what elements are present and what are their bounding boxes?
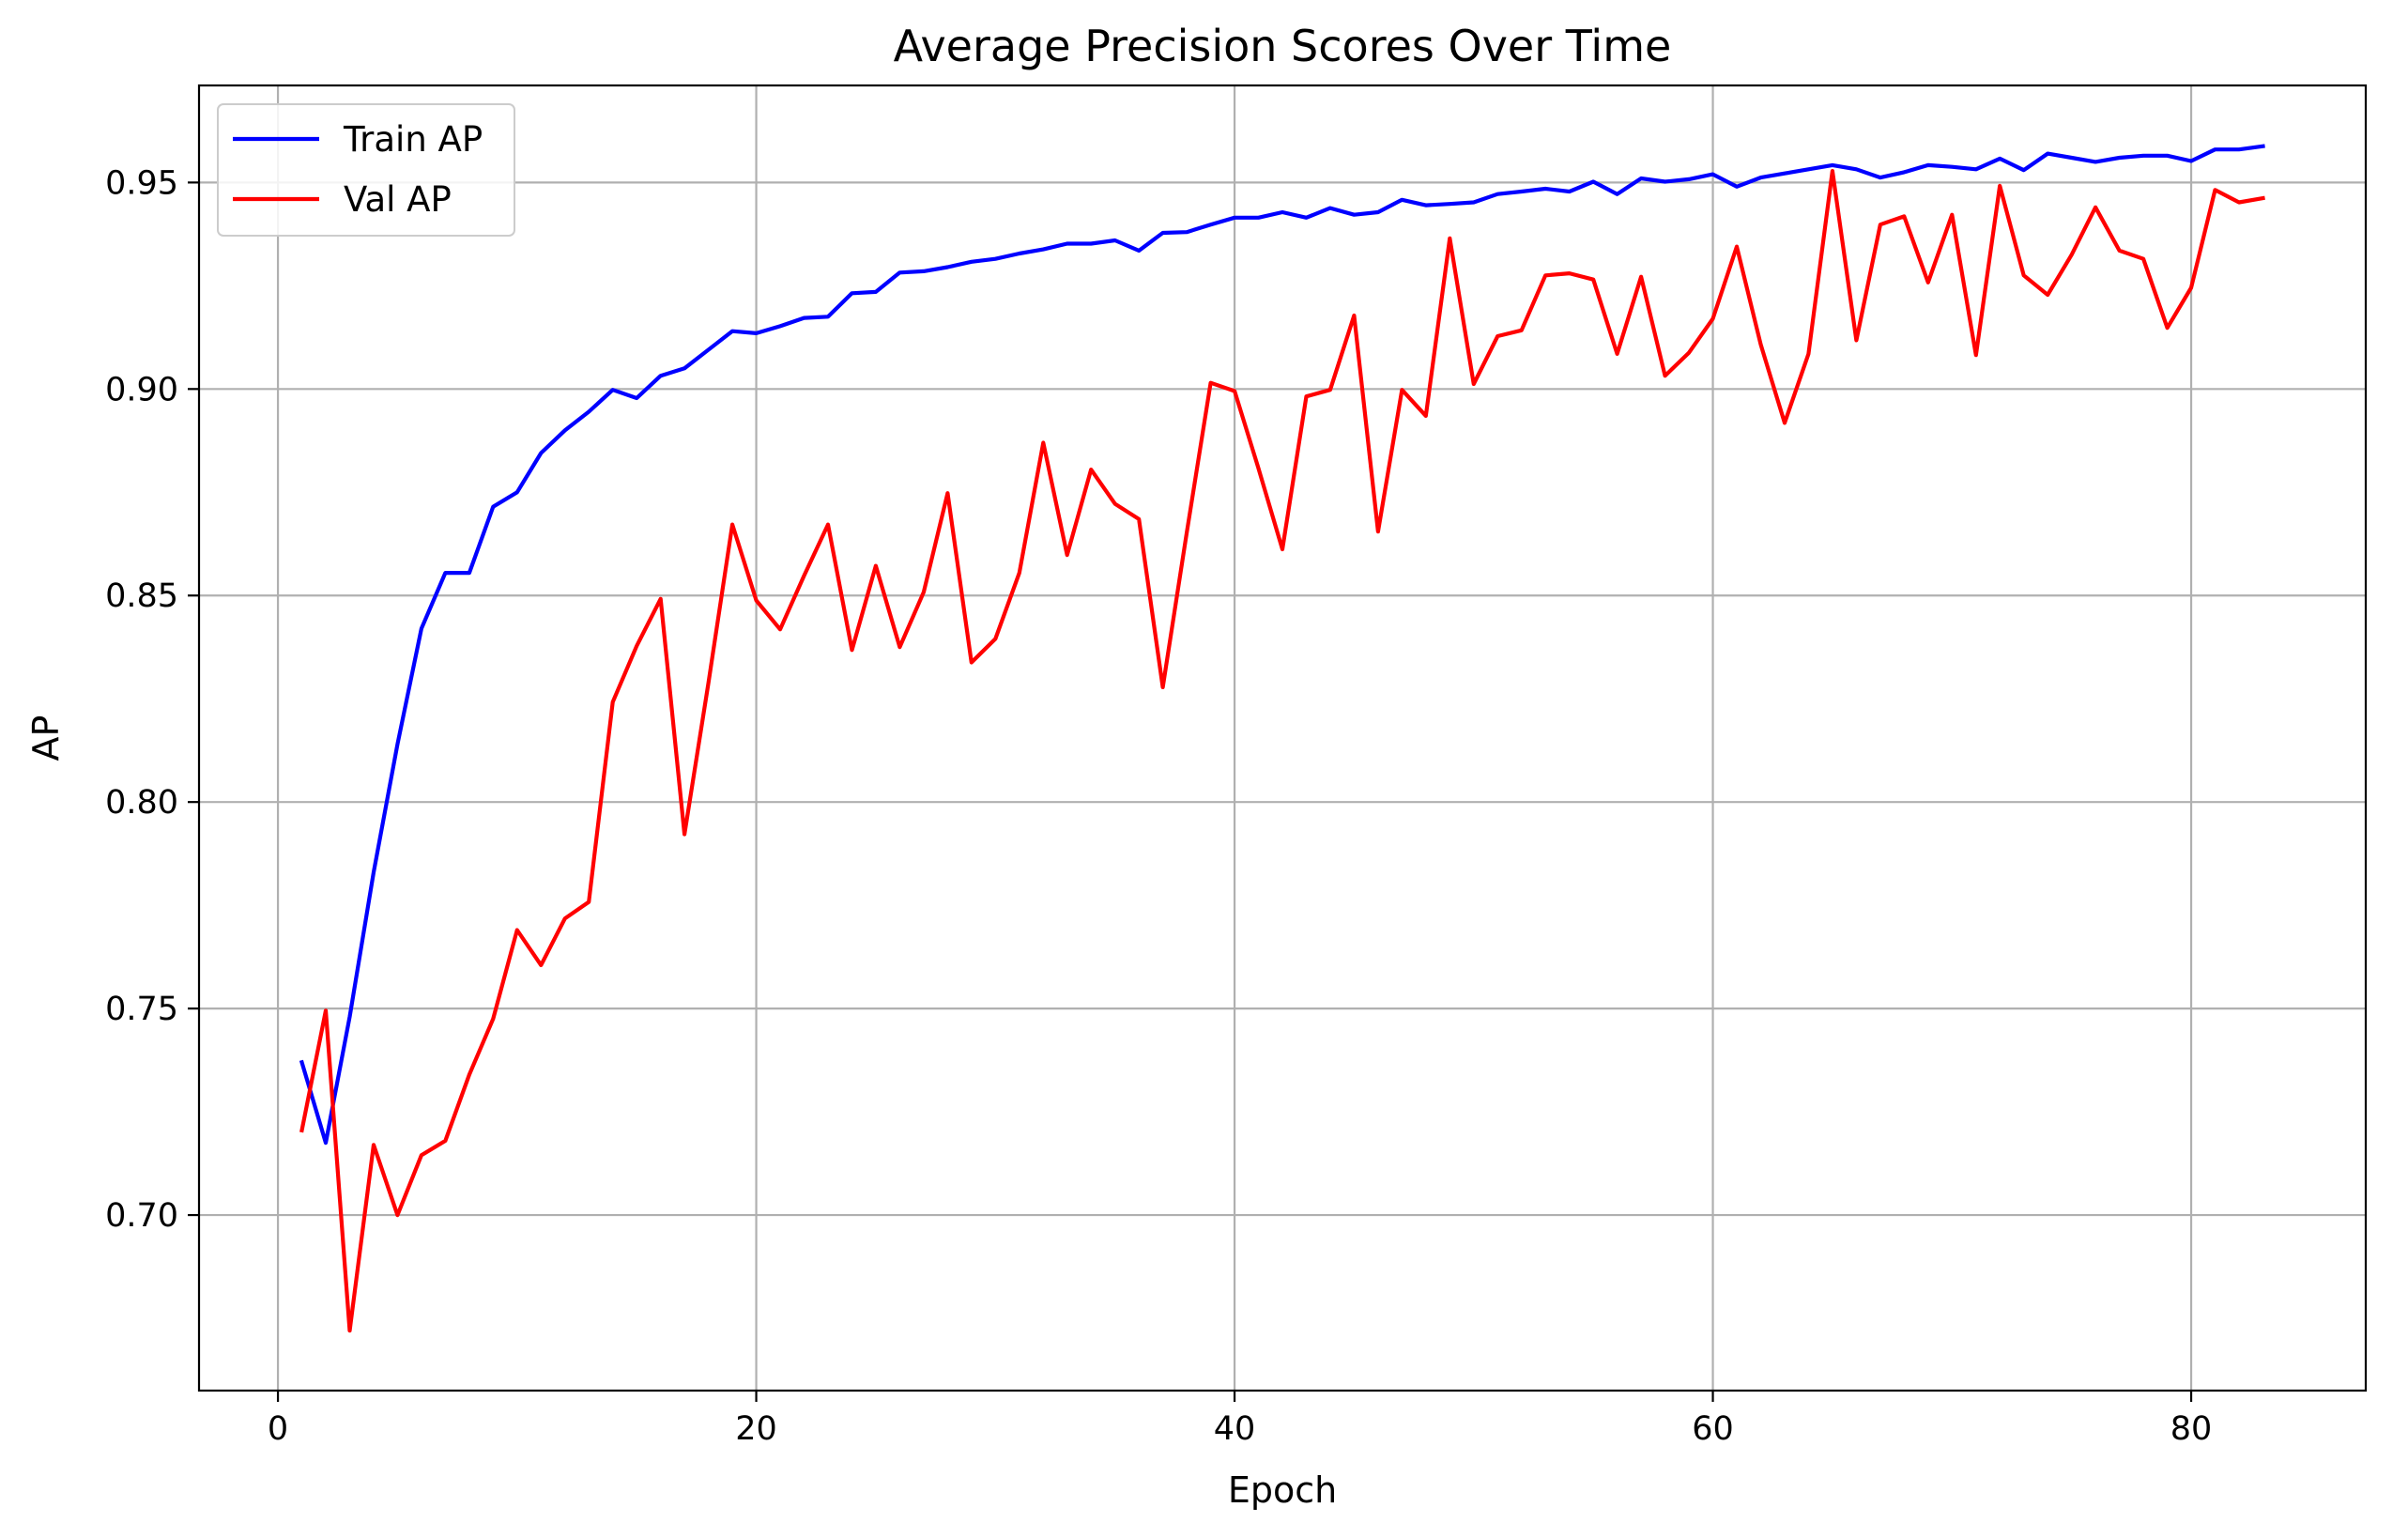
x-tick-label: 0 <box>268 1410 288 1448</box>
y-tick-label: 0.95 <box>105 164 178 202</box>
grid-layer <box>199 85 2366 1391</box>
x-tick-label: 60 <box>1692 1410 1734 1448</box>
legend-label: Val AP <box>344 179 452 220</box>
y-tick-label: 0.90 <box>105 371 178 408</box>
x-tick-label: 80 <box>2170 1410 2213 1448</box>
tick-layer: 0 20 40 60 80 0.70 0.75 0.80 0.85 0.90 0.95 <box>105 164 2212 1448</box>
series-line-train-ap <box>299 144 2265 1146</box>
y-tick-label: 0.85 <box>105 577 178 615</box>
series-layer <box>299 144 2265 1333</box>
plot-frame <box>197 84 2368 1392</box>
y-tick-label: 0.70 <box>105 1197 178 1235</box>
legend: Train AP Val AP <box>217 103 515 237</box>
legend-label: Train AP <box>343 119 483 160</box>
chart-title: Average Precision Scores Over Time <box>894 21 1672 71</box>
y-tick-label: 0.75 <box>105 991 178 1028</box>
y-tick-label: 0.80 <box>105 784 178 822</box>
x-axis-label: Epoch <box>1228 1469 1337 1511</box>
series-line-val-ap <box>299 169 2265 1333</box>
y-axis-label: AP <box>25 715 67 761</box>
x-tick-label: 20 <box>735 1410 777 1448</box>
x-tick-label: 40 <box>1214 1410 1256 1448</box>
